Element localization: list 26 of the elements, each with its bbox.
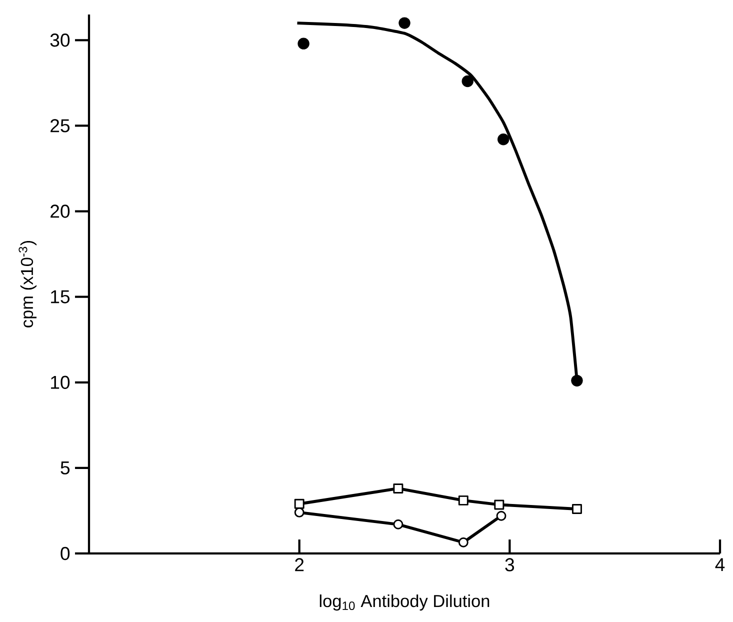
x-tick-label: 2 (295, 558, 304, 572)
y-axis-title: cpm (x10$^{-3}$) (18, 240, 36, 328)
point (494, 500, 504, 510)
x-tick-label: 3 (505, 558, 514, 572)
y-tick-label: 30 (50, 34, 70, 47)
y-tick-label: 10 (51, 376, 70, 389)
point (298, 38, 310, 50)
y-tick-label: 20 (50, 204, 70, 218)
point (393, 483, 404, 494)
point (496, 510, 506, 521)
point (294, 498, 304, 509)
point (498, 134, 510, 146)
y-tick-label: 15 (51, 290, 70, 304)
point (571, 374, 583, 387)
x-axis-title: log$_{10}$ Antibody Dilution (320, 594, 490, 611)
point (458, 537, 468, 548)
point (462, 75, 474, 88)
y-tick-label: 0 (60, 546, 70, 560)
point (398, 17, 410, 29)
y-tick-label: 5 (60, 461, 70, 474)
point (458, 495, 468, 506)
y-tick-label: 25 (50, 119, 70, 132)
point (572, 504, 582, 514)
x-tick-label: 4 (715, 558, 725, 571)
point (393, 519, 404, 530)
point (294, 507, 304, 518)
